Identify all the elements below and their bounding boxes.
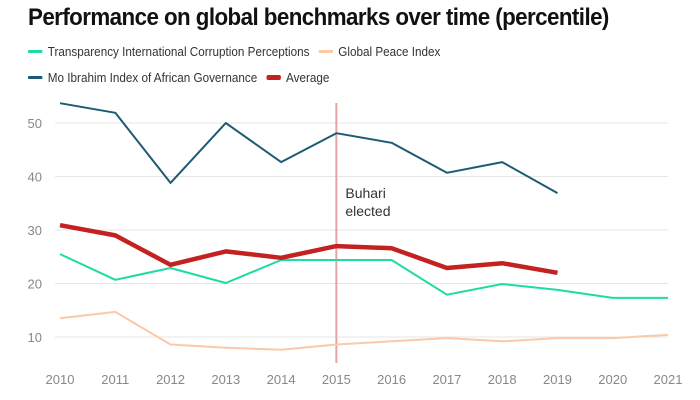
x-tick-label: 2013 (211, 372, 240, 387)
legend-swatch-average (266, 75, 281, 80)
y-tick-label: 10 (28, 330, 42, 345)
series-line-3 (59, 222, 558, 276)
legend-label-peace: Global Peace Index (338, 44, 441, 59)
legend-label-average: Average (286, 70, 330, 85)
annotation-label: elected (345, 203, 390, 219)
annotation-label: Buhari (345, 185, 385, 201)
legend-label-mo-ibrahim: Mo Ibrahim Index of African Governance (47, 70, 258, 85)
x-tick-label: 2021 (654, 372, 683, 387)
series-line-2 (59, 102, 558, 194)
series-line-0 (59, 253, 668, 299)
y-tick-label: 30 (28, 223, 42, 238)
legend-label-transparency: Transparency International Corruption Pe… (47, 44, 310, 59)
legend-row-2: Mo Ibrahim Index of African Governance A… (28, 70, 338, 85)
x-tick-label: 2016 (377, 372, 406, 387)
x-tick-label: 2018 (488, 372, 517, 387)
legend-swatch-mo-ibrahim (28, 76, 43, 79)
legend-swatch-transparency (28, 50, 43, 53)
series-line-1 (59, 310, 669, 351)
y-tick-label: 50 (28, 116, 42, 131)
legend-item-average: Average (266, 70, 329, 85)
y-tick-label: 20 (28, 277, 42, 292)
legend-item-mo-ibrahim: Mo Ibrahim Index of African Governance (28, 70, 257, 85)
legend-item-transparency: Transparency International Corruption Pe… (28, 44, 309, 59)
x-tick-label: 2020 (598, 372, 627, 387)
x-tick-label: 2010 (46, 372, 75, 387)
x-tick-label: 2012 (156, 372, 185, 387)
y-tick-label: 40 (28, 170, 42, 185)
x-tick-label: 2015 (322, 372, 351, 387)
x-tick-label: 2019 (543, 372, 572, 387)
legend-swatch-peace (318, 50, 333, 53)
x-tick-label: 2011 (101, 372, 129, 387)
x-tick-label: 2014 (267, 372, 296, 387)
x-tick-label: 2017 (432, 372, 461, 387)
chart-title: Performance on global benchmarks over ti… (28, 4, 609, 31)
legend-row-1: Transparency International Corruption Pe… (28, 44, 449, 59)
legend-item-peace: Global Peace Index (318, 44, 440, 59)
